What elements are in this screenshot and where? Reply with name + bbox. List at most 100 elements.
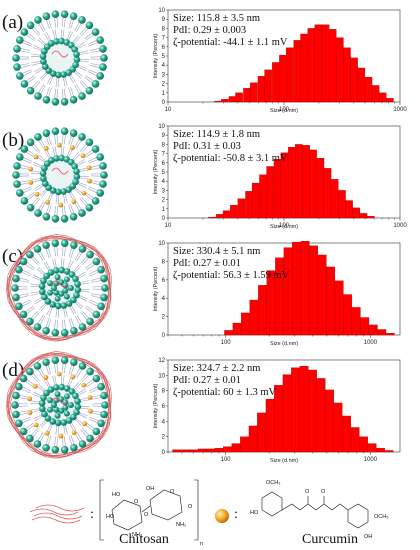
lipid-tail <box>69 422 75 432</box>
lipid-head <box>69 12 78 20</box>
lipid-head <box>13 180 21 188</box>
histogram-bar <box>368 324 378 336</box>
lipid-tail <box>52 258 56 269</box>
lipid-tail <box>60 29 62 40</box>
lipid-tail <box>57 307 60 318</box>
lipid-head <box>39 405 46 413</box>
x-tick-label: 1000 <box>364 457 378 463</box>
lipid-head <box>34 209 42 217</box>
lipid-head <box>65 186 72 193</box>
lipid-tail <box>85 192 95 199</box>
histogram-bar <box>350 427 360 453</box>
lipid-head <box>26 21 35 30</box>
histogram-bar <box>172 449 182 453</box>
lipid-tail <box>62 363 64 374</box>
lipid-head <box>58 266 66 274</box>
histogram-bar <box>328 29 337 103</box>
curcumin-dot <box>43 145 49 151</box>
histogram-bar <box>366 216 375 219</box>
lipid-tail <box>38 383 46 392</box>
lipid-tail <box>20 271 31 277</box>
lipid-head <box>71 163 78 170</box>
lipid-tail <box>48 135 52 146</box>
lipid-tail <box>54 88 57 99</box>
curcumin-dot <box>87 178 92 184</box>
histogram-bar <box>293 40 301 103</box>
lipid-tail <box>79 405 90 408</box>
lipid-tail <box>31 178 42 181</box>
lipid-tail <box>30 310 39 319</box>
lipid-tail <box>56 205 58 216</box>
pdi-value: PdI: 0.31 ± 0.03 <box>173 141 241 152</box>
lipid-tail <box>19 50 30 53</box>
lipid-head <box>41 410 48 418</box>
lipid-tail <box>33 198 41 207</box>
lipid-head <box>42 444 50 452</box>
lipid-tail <box>70 87 75 97</box>
lipid-head <box>99 162 107 170</box>
lipid-tail <box>81 310 90 319</box>
lipid-tail <box>72 264 80 273</box>
lipid-tail <box>25 381 34 388</box>
lipid-head <box>47 280 54 287</box>
lipid-tail <box>22 418 32 424</box>
chitosan-strand <box>35 504 85 512</box>
lipid-head <box>78 323 87 331</box>
curcumin-dot <box>81 382 87 388</box>
lipid-tail <box>32 47 43 52</box>
lipid-tail <box>73 266 82 274</box>
lipid-tail <box>56 436 58 447</box>
histogram-bar <box>371 85 380 103</box>
lipid-tail <box>67 259 72 270</box>
lipid-tail <box>35 67 45 74</box>
histogram-bar <box>235 92 243 103</box>
lipid-tail <box>38 302 47 310</box>
histogram-bar <box>317 254 327 336</box>
lipid-head <box>47 269 55 276</box>
lipid-tail <box>56 134 58 145</box>
lipid-tail <box>32 164 43 169</box>
lipid-head <box>55 188 62 196</box>
lipid-tail <box>33 162 44 167</box>
lipid-tail <box>19 180 30 183</box>
lipid-head <box>51 127 60 135</box>
histogram-bar <box>316 378 326 453</box>
lipid-tail <box>31 80 39 88</box>
lipid-tail <box>74 316 81 326</box>
lipid-tail <box>44 150 51 160</box>
chitosan-strand <box>33 512 83 520</box>
histogram-bar <box>359 213 368 219</box>
lipid-head <box>99 180 107 188</box>
lipid-tail <box>74 186 83 194</box>
histogram-bar <box>342 415 351 453</box>
histogram-bar <box>208 216 216 219</box>
lipid-tail <box>70 248 75 259</box>
lipid-head <box>73 173 81 180</box>
lipid-tail <box>27 149 36 157</box>
lipid-tail <box>79 26 87 35</box>
y-tick-label: 6 <box>162 404 166 410</box>
lipid-tail <box>54 29 57 40</box>
lipid-head <box>42 96 51 104</box>
lipid-tail <box>22 386 32 392</box>
y-tick-label: 6 <box>162 278 166 284</box>
lipid-tail <box>90 48 100 51</box>
lipid-tail <box>86 422 95 429</box>
lipid-head <box>19 374 28 383</box>
lipid-tail <box>43 379 50 389</box>
histogram-bar <box>323 168 332 219</box>
lipid-tail <box>36 268 45 276</box>
lipid-head <box>63 276 70 283</box>
histogram-bar <box>367 443 377 453</box>
lipid-tail <box>79 282 90 285</box>
histogram-bar <box>343 294 353 336</box>
lipid-head <box>13 63 21 71</box>
lipid-tail <box>22 269 32 275</box>
lipid-tail <box>80 255 88 264</box>
y-tick-label: 4 <box>162 179 166 185</box>
lipid-head <box>73 168 80 175</box>
lipid-tail <box>58 193 60 204</box>
lipid-head <box>52 267 60 274</box>
lipid-tail <box>79 397 90 401</box>
